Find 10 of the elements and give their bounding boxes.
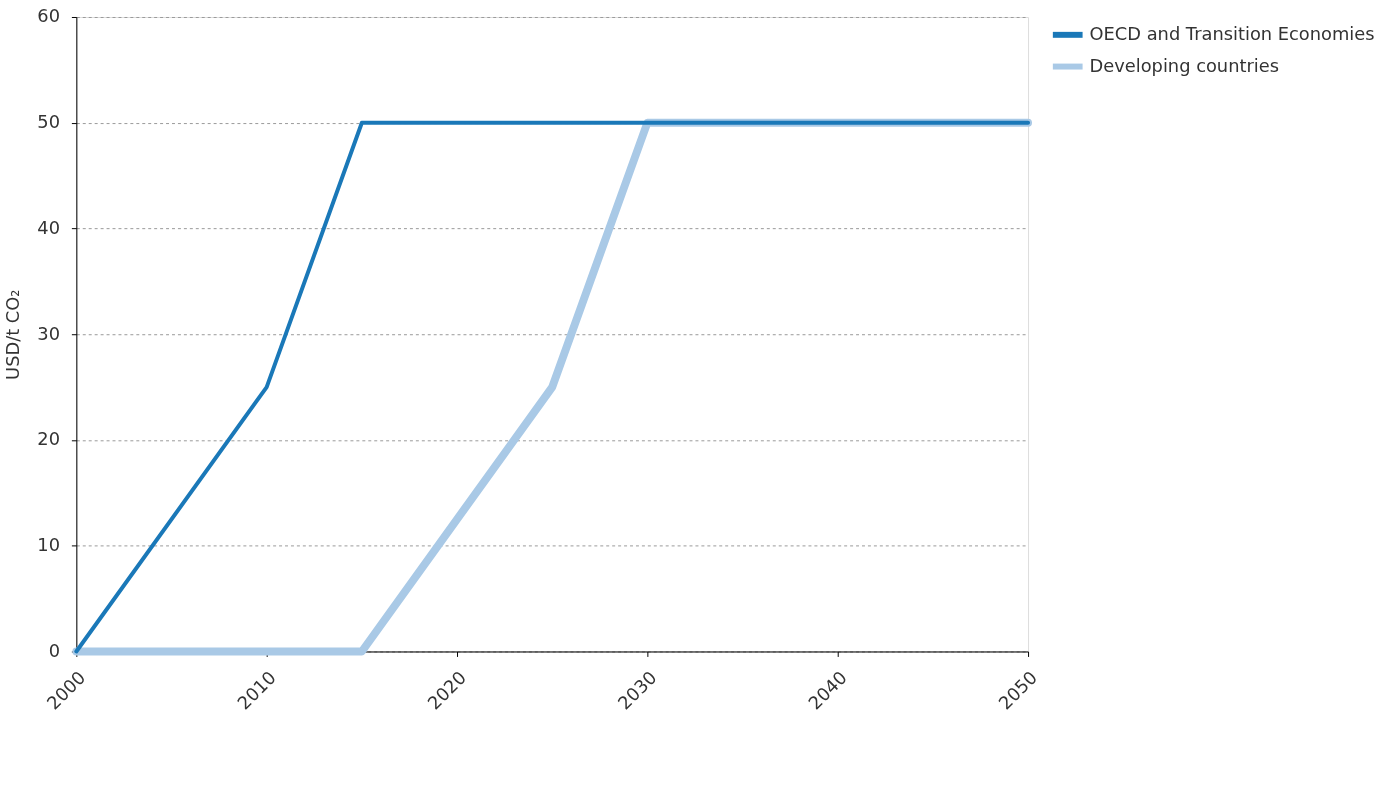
y-tick-label: 60 (37, 5, 60, 27)
y-tick-label: 30 (37, 322, 60, 344)
y-tick-label: 50 (37, 111, 60, 133)
y-tick-label: 20 (37, 428, 60, 450)
y-tick-label: 40 (37, 216, 60, 238)
y-tick-label: 10 (37, 534, 60, 556)
y-tick-label: 0 (48, 639, 60, 661)
legend-label: OECD and Transition Economies (1089, 22, 1375, 44)
legend-label: Developing countries (1089, 54, 1279, 76)
y-axis-title: USD/t CO₂ (2, 289, 24, 380)
